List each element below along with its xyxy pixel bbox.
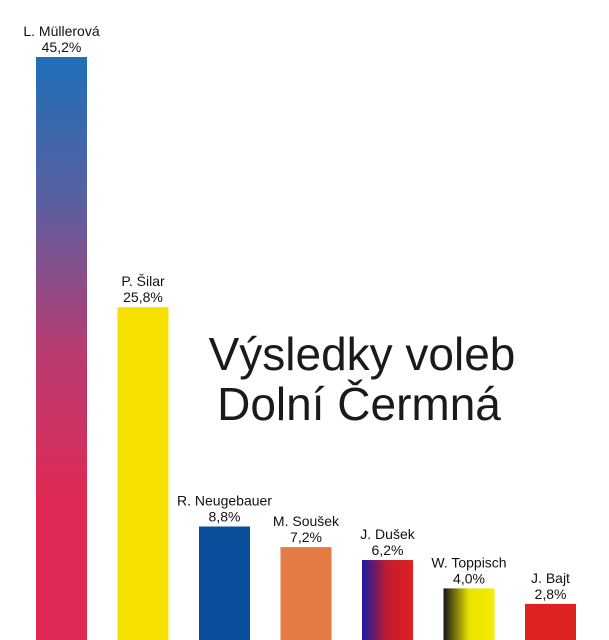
category-label-0: L. Müllerová xyxy=(23,23,99,39)
bar-6 xyxy=(525,603,576,640)
category-label-5: W. Toppisch xyxy=(431,554,506,570)
value-label-5: 4,0% xyxy=(453,570,485,586)
bar-4 xyxy=(362,560,413,640)
category-label-2: R. Neugebauer xyxy=(177,492,272,508)
bars-layer xyxy=(36,57,576,640)
bar-0 xyxy=(36,57,87,640)
value-label-1: 25,8% xyxy=(123,289,163,305)
chart-title: Výsledky voleb xyxy=(209,328,516,380)
value-label-2: 8,8% xyxy=(209,508,241,524)
category-label-6: J. Bajt xyxy=(531,570,570,586)
value-label-3: 7,2% xyxy=(290,529,322,545)
category-label-3: M. Soušek xyxy=(273,513,340,529)
chart-subtitle: Dolní Čermná xyxy=(217,378,501,430)
value-label-6: 2,8% xyxy=(535,586,567,602)
value-label-0: 45,2% xyxy=(42,39,82,55)
bar-1 xyxy=(117,307,169,640)
value-label-4: 6,2% xyxy=(372,542,404,558)
category-label-1: P. Šilar xyxy=(121,273,165,289)
bar-2 xyxy=(199,526,250,640)
category-label-4: J. Dušek xyxy=(360,526,415,542)
bar-3 xyxy=(280,547,332,640)
bar-5 xyxy=(443,588,495,640)
